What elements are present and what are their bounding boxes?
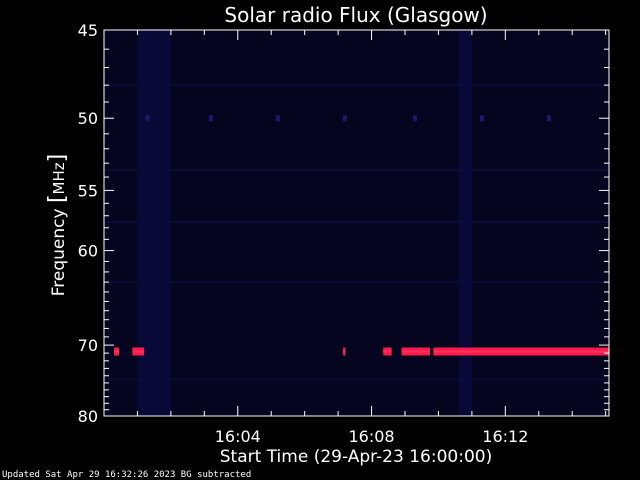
plot-area: [104, 30, 609, 416]
y-tick-label-60: 60: [78, 242, 98, 261]
emission-segment-core-3: [383, 350, 392, 353]
y-tick-label-70: 70: [78, 336, 98, 355]
faint-spot-4: [413, 115, 418, 122]
x-axis-label: Start Time (29-Apr-23 16:00:00): [220, 447, 492, 467]
faint-spot-3: [342, 115, 347, 122]
faint-streak-3: [104, 281, 609, 284]
x-tick-label-16:12: 16:12: [482, 427, 528, 446]
y-tick-label-50: 50: [78, 109, 98, 128]
y-axis-label-prefix: Frequency: [49, 203, 69, 296]
chart-title: Solar radio Flux (Glasgow): [224, 3, 487, 27]
plot-frame: [103, 29, 610, 417]
emission-segment-core-0: [114, 350, 120, 353]
emission-segment-core-1: [132, 350, 145, 353]
x-tick-label-16:04: 16:04: [215, 427, 261, 446]
faint-spot-0: [145, 115, 150, 122]
y-axis-label-bracket-open: [: [45, 194, 70, 203]
x-tick-label-16:08: 16:08: [348, 427, 394, 446]
faint-streak-2: [104, 220, 609, 223]
y-axis-label-unit: MHz: [50, 162, 68, 194]
emission-segment-core-5: [433, 350, 609, 353]
y-axis-label-bracket-close: ]: [45, 154, 70, 163]
faint-streak-0: [104, 84, 609, 87]
axis-ticks: [103, 29, 609, 417]
faint-band-0: [137, 30, 171, 416]
faint-band-1: [458, 30, 472, 416]
faint-streak-4: [104, 378, 609, 381]
emission-segment-core-4: [401, 350, 431, 353]
faint-streak-1: [104, 169, 609, 172]
y-axis-label: Frequency [MHz]: [45, 154, 70, 297]
emission-segment-core-2: [343, 350, 346, 353]
faint-spot-6: [546, 115, 551, 122]
emission-band: [114, 347, 609, 356]
faint-spot-5: [479, 115, 484, 122]
tick-labels: 16:04 16:08 16:12 45 50 55 60 70 80: [78, 21, 529, 446]
y-tick-label-55: 55: [78, 181, 98, 200]
y-tick-label-45: 45: [78, 21, 98, 40]
faint-spot-1: [209, 115, 214, 122]
faint-spot-2: [275, 115, 280, 122]
update-footer: Updated Sat Apr 29 16:32:26 2023 BG subt…: [2, 470, 251, 480]
y-tick-label-80: 80: [78, 407, 98, 426]
